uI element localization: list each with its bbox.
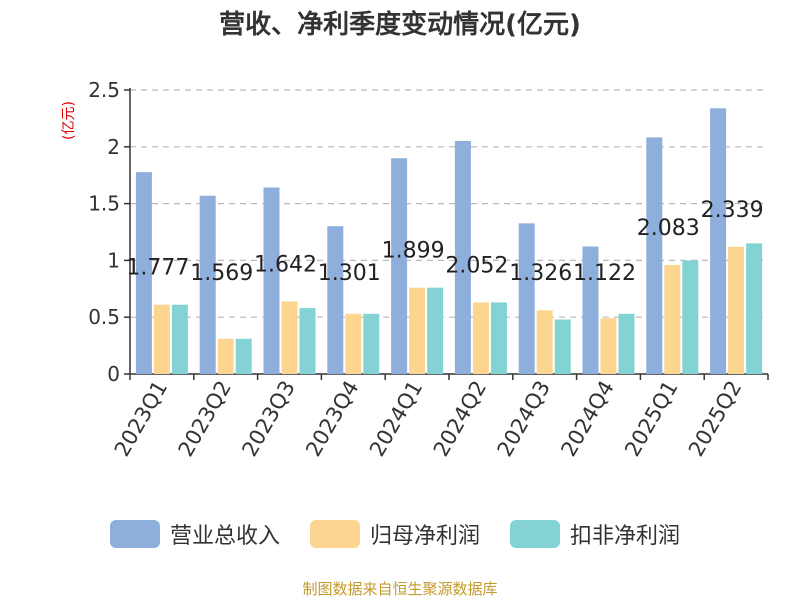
bar-net-profit (728, 246, 745, 374)
y-tick-label: 1.5 (88, 192, 120, 216)
bar-net-profit (472, 302, 489, 374)
data-label: 1.569 (190, 261, 253, 286)
bar-revenue (582, 246, 599, 374)
bar-revenue (710, 108, 727, 374)
bar-revenue (135, 172, 152, 374)
data-label: 1.122 (573, 261, 636, 286)
legend-label-deducted-profit: 扣非净利润 (570, 524, 681, 549)
data-label: 2.083 (637, 216, 700, 241)
legend-swatch-deducted-profit (510, 520, 560, 548)
legend-label-net-profit: 归母净利润 (370, 524, 481, 549)
bar-revenue (327, 226, 344, 374)
y-tick-label: 2.5 (88, 78, 120, 102)
bar-net-profit (409, 287, 426, 374)
data-label: 2.052 (445, 253, 508, 278)
bar-net-profit (600, 318, 617, 374)
data-label: 1.777 (126, 256, 189, 281)
legend-item-revenue[interactable]: 营业总收入 (110, 518, 280, 550)
bar-deducted-profit (618, 313, 635, 374)
bar-net-profit (153, 304, 170, 374)
x-tick-label: 2024Q3 (493, 377, 555, 461)
bar-deducted-profit (299, 308, 316, 374)
bar-deducted-profit (235, 338, 252, 374)
bar-revenue (518, 223, 535, 374)
y-tick-label: 0 (107, 362, 120, 386)
bar-revenue (263, 187, 280, 374)
bar-net-profit (281, 301, 298, 374)
data-label: 2.339 (701, 198, 764, 223)
x-tick-label: 2025Q2 (684, 377, 746, 461)
legend-swatch-net-profit (310, 520, 360, 548)
data-label: 1.326 (509, 261, 572, 286)
data-label: 1.642 (254, 252, 317, 277)
x-tick-label: 2025Q1 (620, 377, 682, 461)
x-tick-label: 2024Q1 (365, 377, 427, 461)
bar-net-profit (664, 264, 681, 374)
legend-label-revenue: 营业总收入 (170, 524, 281, 549)
x-tick-label: 2024Q4 (556, 377, 618, 461)
legend-item-net-profit[interactable]: 归母净利润 (310, 518, 480, 550)
data-label: 1.899 (382, 239, 445, 264)
bar-net-profit (345, 313, 362, 374)
x-tick-label: 2023Q2 (174, 377, 236, 461)
bar-deducted-profit (682, 260, 699, 374)
bar-net-profit (217, 338, 234, 374)
bar-deducted-profit (746, 243, 763, 374)
legend-item-deducted-profit[interactable]: 扣非净利润 (510, 518, 680, 550)
bar-revenue (391, 158, 408, 374)
y-tick-label: 2 (107, 135, 120, 159)
bar-deducted-profit (363, 313, 380, 374)
legend-swatch-revenue (110, 520, 160, 548)
x-tick-label: 2023Q4 (301, 377, 363, 461)
bar-deducted-profit (554, 319, 571, 374)
source-note: 制图数据来自恒生聚源数据库 (302, 580, 498, 598)
bar-revenue (199, 195, 216, 374)
data-label: 1.301 (318, 261, 381, 286)
bar-revenue (454, 140, 471, 374)
bar-deducted-profit (490, 302, 507, 374)
bar-revenue (646, 137, 663, 374)
y-tick-label: 1 (107, 248, 120, 272)
chart-title: 营收、净利季度变动情况(亿元) (219, 10, 581, 40)
x-tick-label: 2023Q1 (110, 377, 172, 461)
y-tick-label: 0.5 (88, 305, 120, 329)
bar-deducted-profit (171, 304, 188, 374)
x-tick-label: 2023Q3 (237, 377, 299, 461)
x-tick-label: 2024Q2 (429, 377, 491, 461)
bar-deducted-profit (427, 287, 444, 374)
bar-net-profit (536, 310, 553, 374)
